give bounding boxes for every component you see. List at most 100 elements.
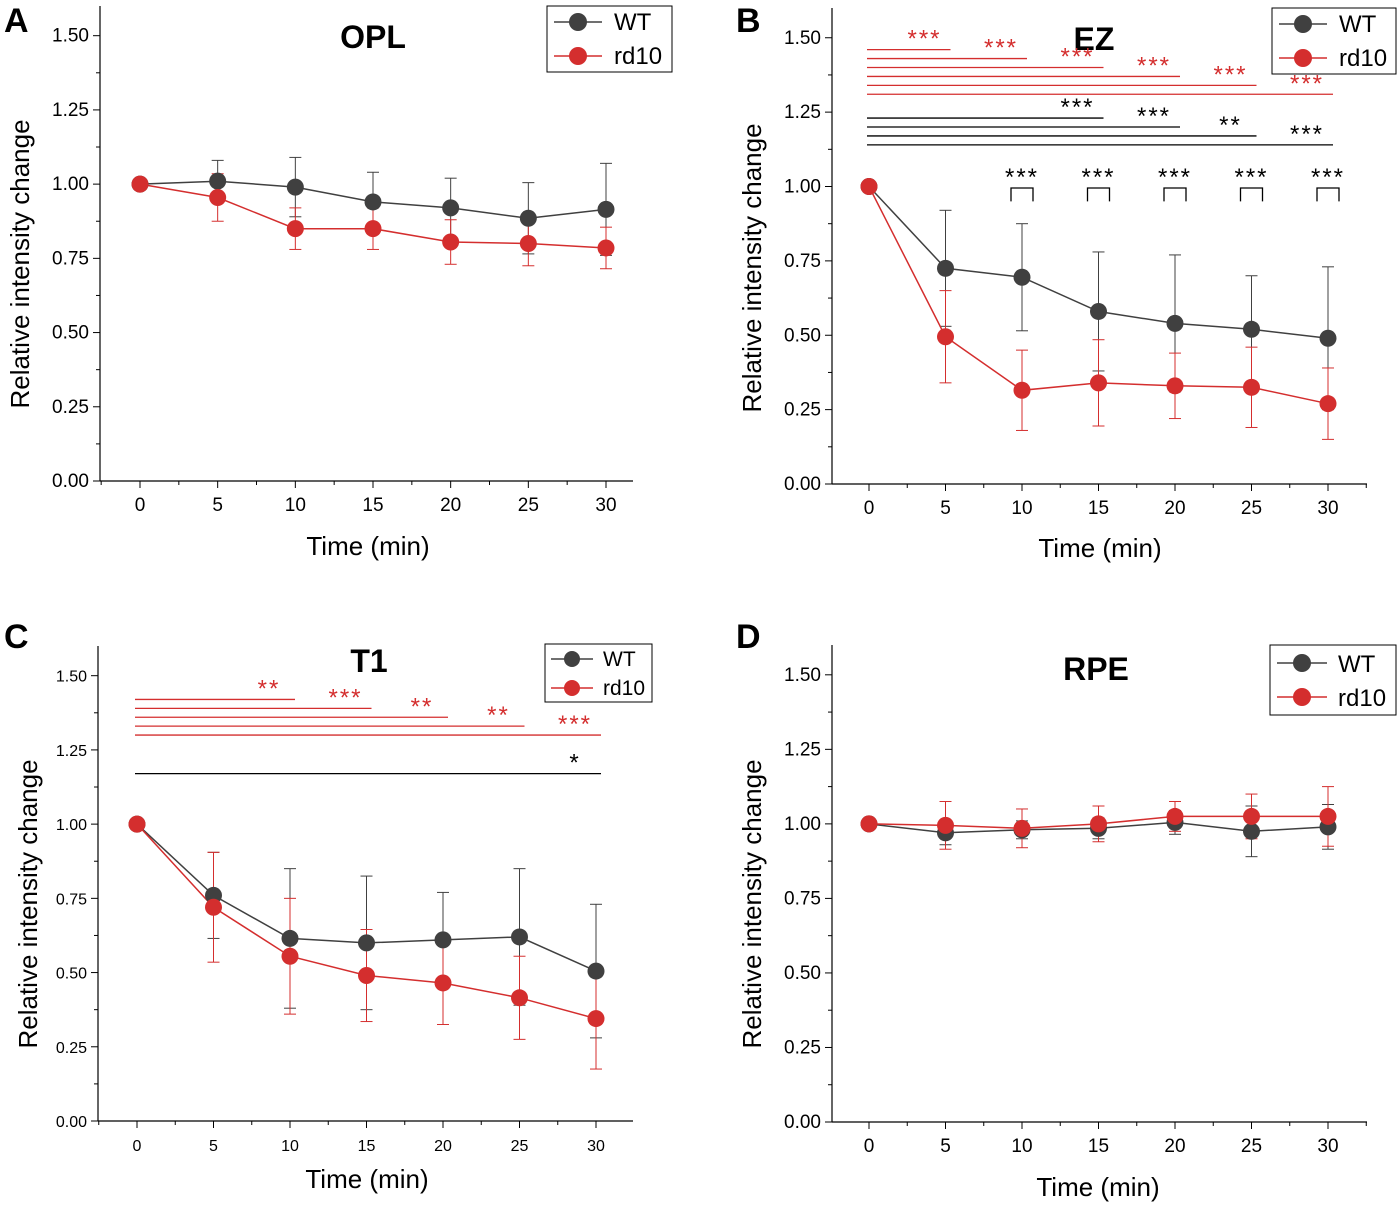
y-tick-label: 0.75 [52, 248, 89, 269]
y-tick-label: 0.75 [784, 251, 821, 272]
x-tick-label: 10 [1011, 498, 1032, 519]
y-tick-label: 1.25 [56, 743, 87, 760]
x-tick-label: 0 [864, 498, 875, 519]
x-tick-label: 20 [434, 1138, 452, 1155]
legend-box [1269, 644, 1397, 716]
significance-label: *** [984, 35, 1018, 62]
data-point-rd10 [205, 898, 222, 916]
x-tick-label: 25 [511, 1138, 529, 1155]
data-point-wt [1243, 822, 1260, 840]
bracket-label: *** [1311, 164, 1345, 191]
legend-label-wt: WT [603, 648, 636, 671]
y-axis-label: Relative intensity change [13, 759, 43, 1048]
legend: WT rd10 [1269, 644, 1397, 716]
y-tick-label: 0.50 [56, 966, 87, 983]
significance-label: *** [1213, 61, 1247, 88]
y-tick-label: 0.25 [784, 1037, 821, 1058]
data-point-wt [519, 209, 537, 227]
data-point-rd10 [1090, 815, 1107, 833]
significance-label: *** [558, 711, 592, 738]
data-point-rd10 [937, 328, 954, 346]
plot-area: 0.00 0.25 0.50 0.75 1.00 1.25 1.50 0 5 10 15 20 25 30… [56, 646, 633, 1155]
legend-label-wt: WT [614, 9, 652, 36]
data-point-wt [597, 200, 615, 218]
legend-marker-wt [1293, 654, 1311, 672]
plot-area: 0.00 0.25 0.50 0.75 1.00 1.25 1.50 0 5 10 15 20 25 30 [52, 6, 633, 516]
data-point-wt [1243, 320, 1260, 338]
data-point-wt [511, 928, 528, 946]
panel-letter: A [4, 2, 29, 40]
data-point-rd10 [281, 947, 299, 965]
y-tick-label: 1.50 [784, 28, 821, 49]
data-point-rd10 [128, 815, 146, 833]
significance-label: ** [1219, 112, 1242, 139]
panel-title: EZ [1074, 21, 1115, 57]
y-tick-label: 1.25 [784, 739, 821, 760]
panel-letter: C [4, 618, 29, 656]
legend-marker-wt [1294, 15, 1312, 33]
panel-a: A OPL Time (min) Relative intensity chan… [4, 2, 673, 561]
panel-letter: B [736, 2, 761, 40]
panel-b: B EZ Time (min) Relative intensity chang… [736, 2, 1397, 563]
comparison-bracket [1086, 187, 1111, 202]
x-tick-label: 5 [940, 498, 951, 519]
panel-c: C T1 Time (min) Relative intensity chang… [4, 618, 653, 1194]
data-point-wt [587, 962, 605, 980]
significance-label: *** [1290, 70, 1324, 97]
x-tick-label: 30 [587, 1138, 605, 1155]
legend-label-wt: WT [1338, 651, 1376, 678]
panel-d: D RPE Time (min) Relative intensity chan… [736, 618, 1397, 1202]
data-point-rd10 [519, 235, 537, 252]
legend: WT rd10 [544, 643, 653, 703]
panel-title: OPL [340, 19, 406, 55]
y-axis-label: Relative intensity change [737, 759, 767, 1048]
data-point-rd10 [358, 967, 375, 985]
legend-marker-wt [569, 13, 587, 31]
x-tick-label: 20 [1164, 498, 1185, 519]
significance-label: *** [1137, 52, 1171, 79]
x-tick-label: 5 [209, 1138, 218, 1155]
x-tick-label: 10 [1011, 1136, 1032, 1157]
x-axis-label: Time (min) [305, 1164, 428, 1194]
data-point-rd10 [860, 178, 878, 195]
data-point-rd10 [131, 175, 149, 193]
legend-box [546, 5, 673, 73]
legend-label-rd10: rd10 [603, 677, 645, 700]
legend-marker-rd10 [564, 680, 580, 696]
bracket-label: *** [1081, 164, 1115, 191]
data-point-rd10 [364, 220, 382, 238]
data-point-rd10 [1319, 807, 1337, 825]
y-tick-label: 0.00 [784, 1112, 821, 1133]
y-axis-label: Relative intensity change [5, 119, 35, 408]
significance-label: ** [411, 693, 434, 720]
y-tick-label: 1.50 [52, 26, 89, 47]
comparison-bracket [1010, 187, 1034, 202]
legend-label-wt: WT [1339, 11, 1377, 38]
y-tick-label: 0.25 [784, 400, 821, 421]
legend-marker-rd10 [569, 47, 587, 65]
x-tick-label: 25 [1241, 1136, 1262, 1157]
data-point-wt [286, 178, 304, 196]
data-point-rd10 [587, 1010, 605, 1028]
data-point-rd10 [286, 220, 304, 238]
legend-marker-rd10 [1293, 688, 1311, 706]
legend: WT rd10 [546, 5, 673, 73]
x-tick-label: 5 [940, 1136, 951, 1157]
y-tick-label: 0.75 [56, 891, 87, 908]
legend-marker-rd10 [1294, 49, 1312, 67]
y-tick-label: 1.00 [784, 177, 821, 198]
x-tick-label: 10 [281, 1138, 299, 1155]
x-tick-label: 20 [440, 495, 461, 516]
significance-label: * [569, 750, 580, 777]
data-point-rd10 [1166, 377, 1184, 395]
y-tick-label: 0.75 [784, 888, 821, 909]
y-tick-label: 0.50 [52, 323, 89, 344]
data-point-rd10 [597, 239, 615, 257]
legend-label-rd10: rd10 [1338, 685, 1386, 712]
data-point-wt [937, 259, 954, 277]
data-point-rd10 [434, 974, 452, 992]
x-tick-label: 0 [135, 495, 146, 516]
y-tick-label: 1.50 [784, 665, 821, 686]
x-tick-label: 5 [212, 495, 223, 516]
